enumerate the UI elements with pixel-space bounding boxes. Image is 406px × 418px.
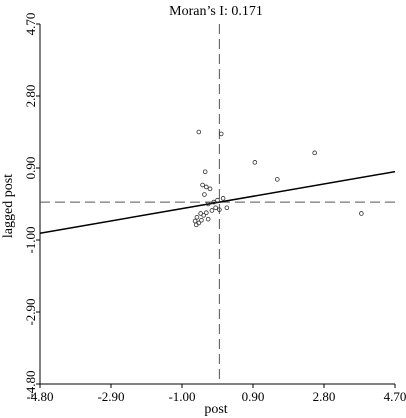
data-point: [203, 210, 209, 216]
data-point: [213, 205, 218, 211]
data-point: [201, 213, 206, 218]
y-tick-label: -1.00: [23, 226, 38, 253]
data-point: [224, 205, 230, 211]
x-tick-label: 2.80: [313, 389, 336, 404]
x-tick-label: 4.70: [384, 389, 406, 404]
y-tick-label: 0.90: [23, 157, 38, 180]
data-point: [196, 129, 202, 135]
data-point: [209, 208, 215, 213]
data-point: [252, 160, 258, 165]
y-tick-label: 2.80: [23, 85, 38, 108]
y-tick-label: -4.80: [23, 370, 38, 397]
data-point: [211, 199, 217, 205]
x-tick-label: 0.90: [242, 389, 265, 404]
data-point: [193, 222, 199, 228]
data-point: [312, 150, 317, 156]
y-tick-label: 4.70: [23, 13, 38, 36]
data-point: [192, 218, 198, 224]
data-point: [217, 207, 222, 212]
data-point: [205, 216, 211, 222]
data-point: [202, 192, 207, 197]
data-point: [203, 184, 209, 190]
x-tick-label: -2.90: [97, 389, 124, 404]
data-point: [207, 186, 213, 192]
data-point: [205, 201, 211, 207]
data-point: [359, 211, 364, 216]
data-point: [218, 131, 224, 137]
data-point: [202, 169, 208, 175]
data-point: [274, 177, 280, 182]
data-point: [194, 214, 200, 220]
x-axis-label: post: [204, 402, 227, 417]
x-tick-label: -1.00: [168, 389, 195, 404]
chart-title: Moran’s I: 0.171: [169, 4, 263, 19]
y-axis-label: lagged post: [1, 174, 16, 238]
y-tick-label: -2.90: [23, 298, 38, 325]
data-point: [215, 197, 220, 203]
data-point: [220, 196, 226, 201]
data-point: [200, 182, 205, 188]
data-point: [199, 217, 204, 223]
x-tick-label: -4.80: [26, 389, 53, 404]
